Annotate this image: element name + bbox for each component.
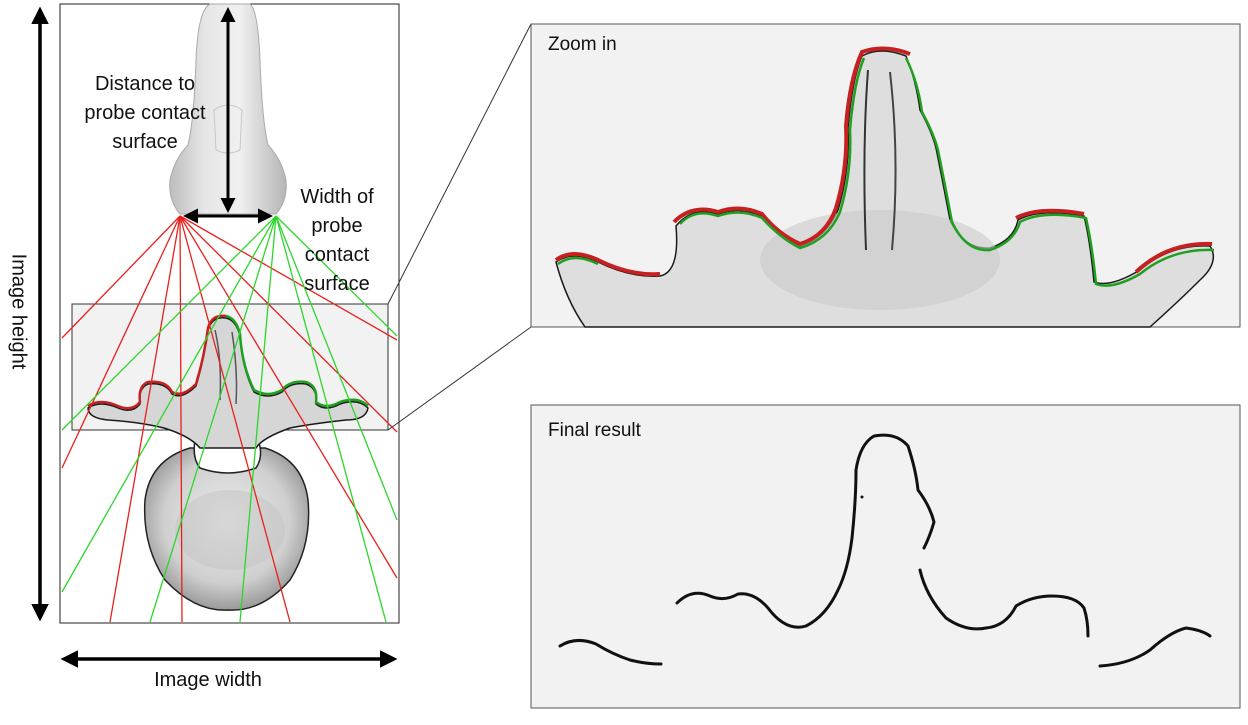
width-label-line4: surface [304, 273, 370, 295]
final-result-title: Final result [548, 420, 641, 441]
final-result-panel [530, 404, 1241, 709]
vertebra-illustration [87, 314, 369, 611]
width-label-line3: contact [304, 244, 370, 266]
distance-label-line1: Distance to [94, 73, 196, 95]
image-width-label: Image width [154, 669, 262, 691]
zoom-in-title: Zoom in [548, 34, 617, 55]
image-height-label: Image height [7, 253, 30, 370]
width-label-line1: Width of [300, 186, 374, 208]
zoom-connector-top [387, 23, 532, 305]
green-rays [61, 215, 398, 623]
zoomed-vertebra [554, 46, 1215, 328]
distance-label-line2: probe contact [84, 102, 206, 124]
zoom-connector-bottom [387, 326, 532, 431]
distance-label-line3: surface [112, 131, 178, 153]
final-contour [558, 433, 1212, 668]
width-label-line2: probe [311, 215, 363, 237]
